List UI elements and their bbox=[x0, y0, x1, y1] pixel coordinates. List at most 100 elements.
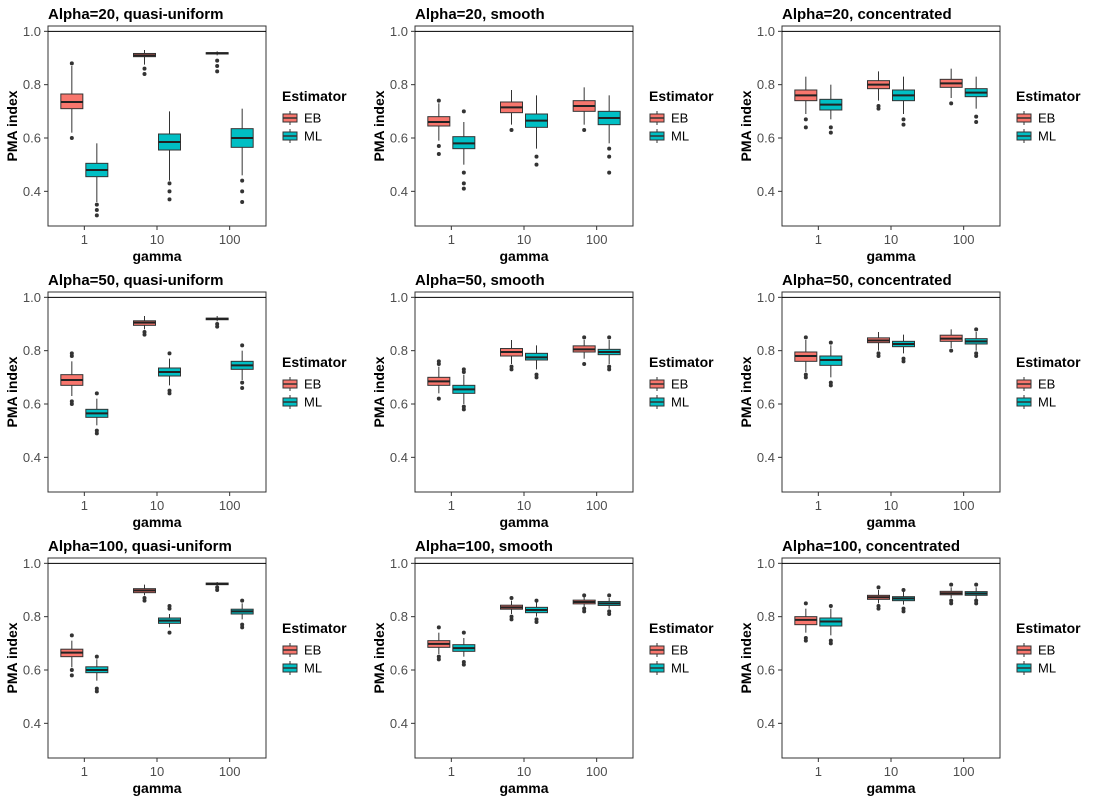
outlier-point bbox=[436, 654, 441, 659]
y-tick-label: 1.0 bbox=[390, 24, 408, 39]
box-eb bbox=[794, 601, 818, 643]
outlier-point bbox=[974, 327, 979, 332]
outlier-point bbox=[240, 380, 245, 385]
box-ml bbox=[819, 340, 843, 388]
outlier-point bbox=[461, 660, 466, 664]
outlier-point bbox=[240, 343, 245, 348]
y-tick-label: 0.8 bbox=[23, 77, 41, 92]
box-ml bbox=[525, 345, 548, 380]
legend-key-ml: ML bbox=[649, 661, 689, 676]
y-tick-label: 0.4 bbox=[390, 716, 408, 731]
outlier-point bbox=[607, 154, 612, 159]
box-eb bbox=[205, 582, 229, 592]
panel-title: Alpha=100, smooth bbox=[415, 538, 553, 555]
outlier-point bbox=[69, 399, 74, 404]
panel-5: Alpha=50, smooth 0.4 0.6 0.8 1.0 1 10 100 gamma P… bbox=[371, 272, 714, 530]
panel-title: Alpha=20, quasi-uniform bbox=[48, 6, 223, 23]
legend-title: Estimator bbox=[649, 354, 714, 370]
outlier-point bbox=[974, 351, 979, 356]
outlier-point bbox=[509, 614, 514, 619]
outlier-point bbox=[509, 364, 514, 369]
box-ml bbox=[452, 109, 476, 191]
legend-label: ML bbox=[1038, 395, 1056, 410]
x-tick-label: 100 bbox=[953, 498, 975, 513]
legend-label: EB bbox=[304, 111, 321, 126]
panel-9: Alpha=100, concentrated 0.4 0.6 0.8 1.0 1 10 10… bbox=[738, 538, 1081, 796]
x-tick-label: 1 bbox=[815, 498, 822, 513]
box-ml bbox=[85, 391, 109, 436]
box-ml bbox=[964, 582, 988, 606]
outlier-point bbox=[974, 582, 979, 587]
outlier-point bbox=[69, 673, 74, 678]
outlier-point bbox=[240, 178, 245, 183]
panel-title: Alpha=50, smooth bbox=[415, 272, 545, 289]
y-tick-label: 1.0 bbox=[390, 556, 408, 571]
outlier-point bbox=[876, 604, 881, 608]
legend-label: EB bbox=[1038, 643, 1055, 658]
legend-label: ML bbox=[304, 129, 322, 144]
outlier-point bbox=[582, 335, 587, 340]
y-tick-label: 0.6 bbox=[757, 663, 775, 678]
legend-label: ML bbox=[671, 661, 689, 676]
box-ml bbox=[158, 351, 181, 396]
plot-border bbox=[47, 291, 267, 493]
legend-label: ML bbox=[671, 395, 689, 410]
box-ml bbox=[819, 604, 843, 646]
outlier-point bbox=[167, 604, 172, 608]
panel-title: Alpha=100, concentrated bbox=[782, 538, 960, 555]
outlier-point bbox=[582, 128, 587, 132]
panel-title: Alpha=100, quasi-uniform bbox=[48, 538, 232, 555]
legend-key-ml: ML bbox=[1016, 395, 1056, 410]
outlier-point bbox=[901, 606, 906, 611]
outlier-point bbox=[949, 348, 954, 353]
x-tick-label: 100 bbox=[219, 764, 241, 779]
x-axis-title: gamma bbox=[132, 780, 181, 796]
outlier-point bbox=[803, 125, 808, 130]
outlier-point bbox=[69, 136, 74, 140]
y-axis-title: PMA index bbox=[4, 90, 20, 161]
outlier-point bbox=[461, 170, 466, 175]
box-ml bbox=[230, 598, 254, 630]
box-ml bbox=[892, 588, 915, 614]
panel-title: Alpha=50, quasi-uniform bbox=[48, 272, 223, 289]
legend-label: ML bbox=[304, 395, 322, 410]
outlier-point bbox=[215, 58, 220, 63]
y-axis-title: PMA index bbox=[738, 622, 754, 693]
outlier-point bbox=[167, 189, 172, 194]
box-eb bbox=[60, 351, 84, 406]
legend-key-eb: EB bbox=[1016, 377, 1055, 392]
outlier-point bbox=[436, 152, 441, 156]
box-eb bbox=[939, 582, 963, 606]
outlier-point bbox=[876, 585, 881, 590]
outlier-point bbox=[142, 72, 147, 76]
outlier-point bbox=[949, 598, 954, 603]
legend: Estimator EB ML bbox=[649, 354, 714, 410]
x-tick-label: 10 bbox=[150, 232, 164, 247]
legend-title: Estimator bbox=[649, 620, 714, 636]
legend-key-ml: ML bbox=[282, 129, 322, 144]
outlier-point bbox=[461, 367, 466, 372]
box-ml bbox=[452, 367, 476, 412]
y-tick-label: 0.6 bbox=[757, 397, 775, 412]
outlier-point bbox=[142, 596, 147, 600]
legend-key-eb: EB bbox=[282, 643, 321, 658]
box-ml bbox=[85, 654, 109, 694]
legend-title: Estimator bbox=[649, 88, 714, 104]
outlier-point bbox=[828, 380, 833, 385]
box-eb bbox=[572, 335, 596, 366]
outlier-point bbox=[436, 144, 441, 148]
outlier-point bbox=[876, 104, 881, 108]
outlier-point bbox=[69, 351, 74, 356]
y-tick-label: 0.4 bbox=[23, 450, 41, 465]
plot-border bbox=[781, 25, 1001, 227]
box-eb bbox=[500, 90, 523, 132]
panel-7: Alpha=100, quasi-uniform 0.4 0.6 0.8 1.0 1 10 1… bbox=[4, 538, 347, 796]
x-tick-label: 10 bbox=[517, 498, 531, 513]
x-tick-label: 1 bbox=[815, 232, 822, 247]
y-tick-label: 0.4 bbox=[23, 184, 41, 199]
y-tick-label: 0.6 bbox=[23, 397, 41, 412]
y-tick-label: 1.0 bbox=[757, 290, 775, 305]
outlier-point bbox=[607, 364, 612, 369]
outlier-point bbox=[828, 638, 833, 643]
outlier-point bbox=[582, 593, 587, 598]
